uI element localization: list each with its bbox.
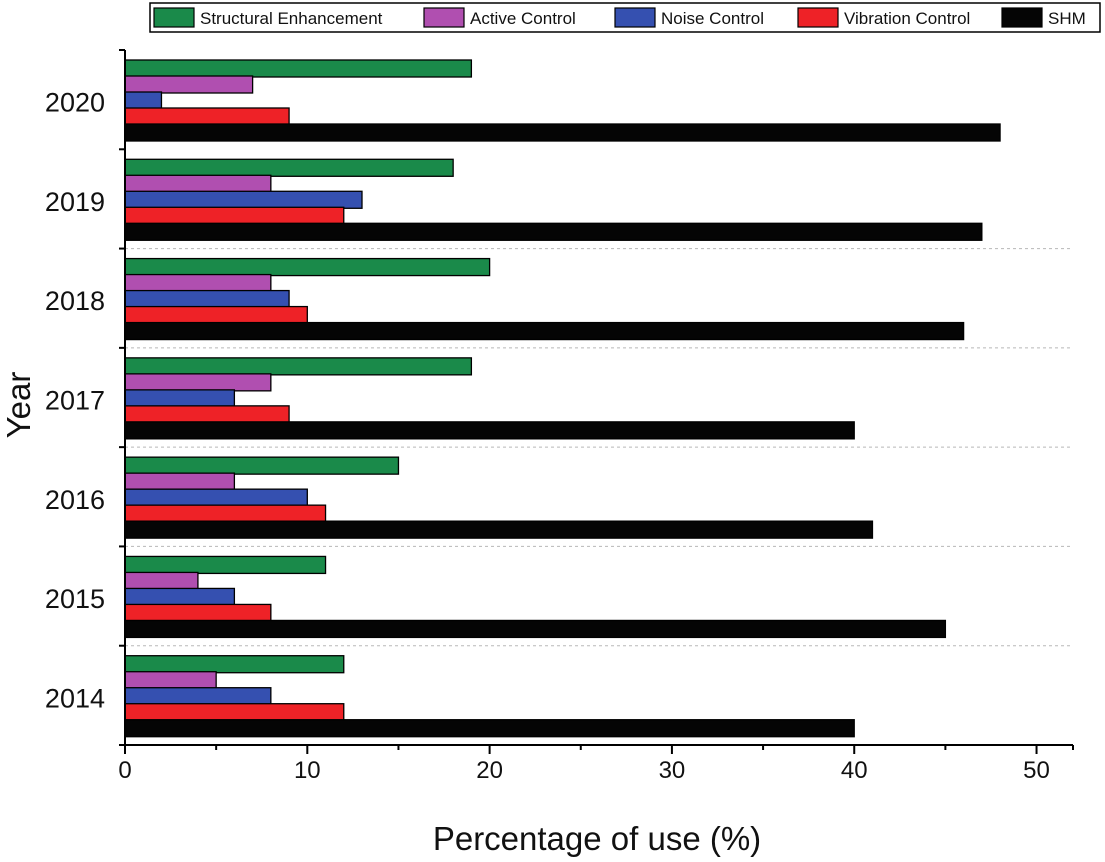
bar-2016-active-control [124,472,236,491]
bar-2014-noise-control [124,687,272,706]
bar-2019-structural-enhancement [124,158,454,177]
bar-2020-shm [124,123,1001,142]
legend-swatch-vibration-control [797,7,839,28]
legend-label-noise-control: Noise Control [661,9,764,28]
bar-2019-vibration-control [124,206,345,225]
bar-2017-structural-enhancement [124,357,473,376]
x-tick-label-10: 10 [294,757,321,784]
y-tick-label-2019: 2019 [45,187,105,217]
bar-2016-vibration-control [124,504,327,523]
legend-swatch-noise-control [614,7,656,28]
bar-2015-structural-enhancement [124,555,327,575]
bar-2015-shm [124,619,947,639]
legend-swatch-shm [1001,7,1043,28]
bar-2020-noise-control [124,91,163,110]
bar-2017-active-control [124,373,272,392]
legend-swatch-active-control [423,7,465,28]
bar-2018-active-control [124,273,272,293]
bar-2020-structural-enhancement [124,59,473,78]
bars [124,59,1001,738]
bar-2014-active-control [124,671,217,690]
bar-2015-noise-control [124,587,236,607]
bar-2018-noise-control [124,289,290,309]
y-tick-label-2020: 2020 [45,88,105,118]
bar-2019-shm [124,222,983,241]
bar-2019-active-control [124,174,272,193]
axes: 2020 2019 2018 2017 2016 2015 2014 0 10 20 30 40 50 [45,49,1074,784]
bar-2017-noise-control [124,389,236,408]
bar-2014-vibration-control [124,703,345,722]
bar-2017-shm [124,421,855,440]
bar-2018-vibration-control [124,305,308,325]
bar-2014-structural-enhancement [124,655,345,674]
y-tick-label-2017: 2017 [45,386,105,416]
bar-2017-vibration-control [124,405,290,424]
y-tick-label-2015: 2015 [45,584,105,614]
bar-2020-vibration-control [124,107,290,126]
bar-2020-active-control [124,75,254,94]
legend-swatch-structural-enhancement [153,7,195,28]
legend-label-vibration-control: Vibration Control [844,9,970,28]
x-tick-label-50: 50 [1023,757,1050,784]
legend-label-active-control: Active Control [470,9,576,28]
bar-2015-active-control [124,571,199,591]
y-tick-label-2014: 2014 [45,683,105,713]
legend-label-structural-enhancement: Structural Enhancement [200,9,383,28]
bar-2016-shm [124,520,874,539]
bar-2016-noise-control [124,488,308,507]
bar-2019-noise-control [124,190,363,209]
legend: Structural Enhancement Active Control Nois… [149,2,1101,33]
bar-2018-structural-enhancement [124,257,491,277]
x-tick-label-40: 40 [841,757,868,784]
bar-2016-structural-enhancement [124,456,400,475]
bar-2018-shm [124,321,965,341]
x-tick-label-20: 20 [476,757,503,784]
legend-label-shm: SHM [1048,9,1086,28]
x-tick-label-0: 0 [118,757,131,784]
y-axis-label: Year [0,372,37,439]
bar-2015-vibration-control [124,603,272,623]
x-tick-label-30: 30 [659,757,686,784]
x-axis-label: Percentage of use (%) [433,820,761,857]
y-tick-label-2018: 2018 [45,286,105,316]
gridlines [125,248,1073,647]
y-tick-label-2016: 2016 [45,485,105,515]
bar-2014-shm [124,719,855,738]
